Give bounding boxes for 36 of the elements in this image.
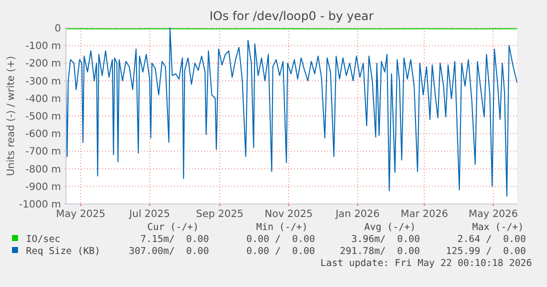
text: Min (-/+) [256, 222, 308, 233]
chart-title: IOs for /dev/loop0 - by year [209, 9, 374, 23]
x-tick-label: Sep 2025 [196, 209, 244, 220]
text: 125.99 / 0.00 [446, 246, 526, 257]
y-tick-label: -500 m [25, 112, 61, 122]
x-tick-label: Nov 2025 [264, 209, 313, 220]
text: Last update: Fri May 22 00:10:18 2026 [320, 258, 532, 269]
line-series [66, 28, 518, 197]
text: 307.00m/ 0.00 [128, 246, 210, 257]
text: 2.64 / 0.00 [457, 234, 526, 245]
legend-label: Req Size (KB) [26, 246, 100, 257]
text: 7.15m/ 0.00 [140, 234, 210, 245]
x-tick-label: Jan 2026 [334, 209, 380, 220]
text: 291.78m/ 0.00 [340, 246, 420, 257]
x-tick-label: May 2026 [468, 209, 518, 220]
text: 0.00 / 0.00 [246, 234, 316, 245]
text: Cur (-/+) [147, 222, 199, 233]
y-tick-label: -800 m [25, 164, 61, 176]
y-tick-label: -900 m [25, 182, 61, 193]
y-tick-label: -700 m [25, 146, 61, 158]
y-tick-label: -300 m [25, 76, 61, 88]
y-axis-title: Units read (-) / write (+) [6, 56, 17, 176]
text: 3.96m/ 0.00 [351, 234, 420, 245]
y-tick-label: -200 m [25, 58, 61, 70]
text: Max (-/+) [472, 222, 524, 233]
text: 0.00 / 0.00 [246, 246, 316, 257]
x-tick-label: Mar 2026 [400, 209, 448, 220]
y-tick-label: -600 m [25, 129, 61, 140]
y-tick-label: -400 m [25, 94, 61, 105]
y-tick-label: -100 m [25, 41, 61, 52]
x-tick-label: Jul 2025 [128, 209, 170, 220]
x-tick-label: May 2025 [56, 209, 106, 220]
text: Avg (-/+) [364, 222, 416, 233]
legend-label: IO/sec [26, 234, 60, 245]
y-tick-label: -1000 m [19, 200, 61, 210]
y-tick-label: 0 [54, 24, 61, 34]
